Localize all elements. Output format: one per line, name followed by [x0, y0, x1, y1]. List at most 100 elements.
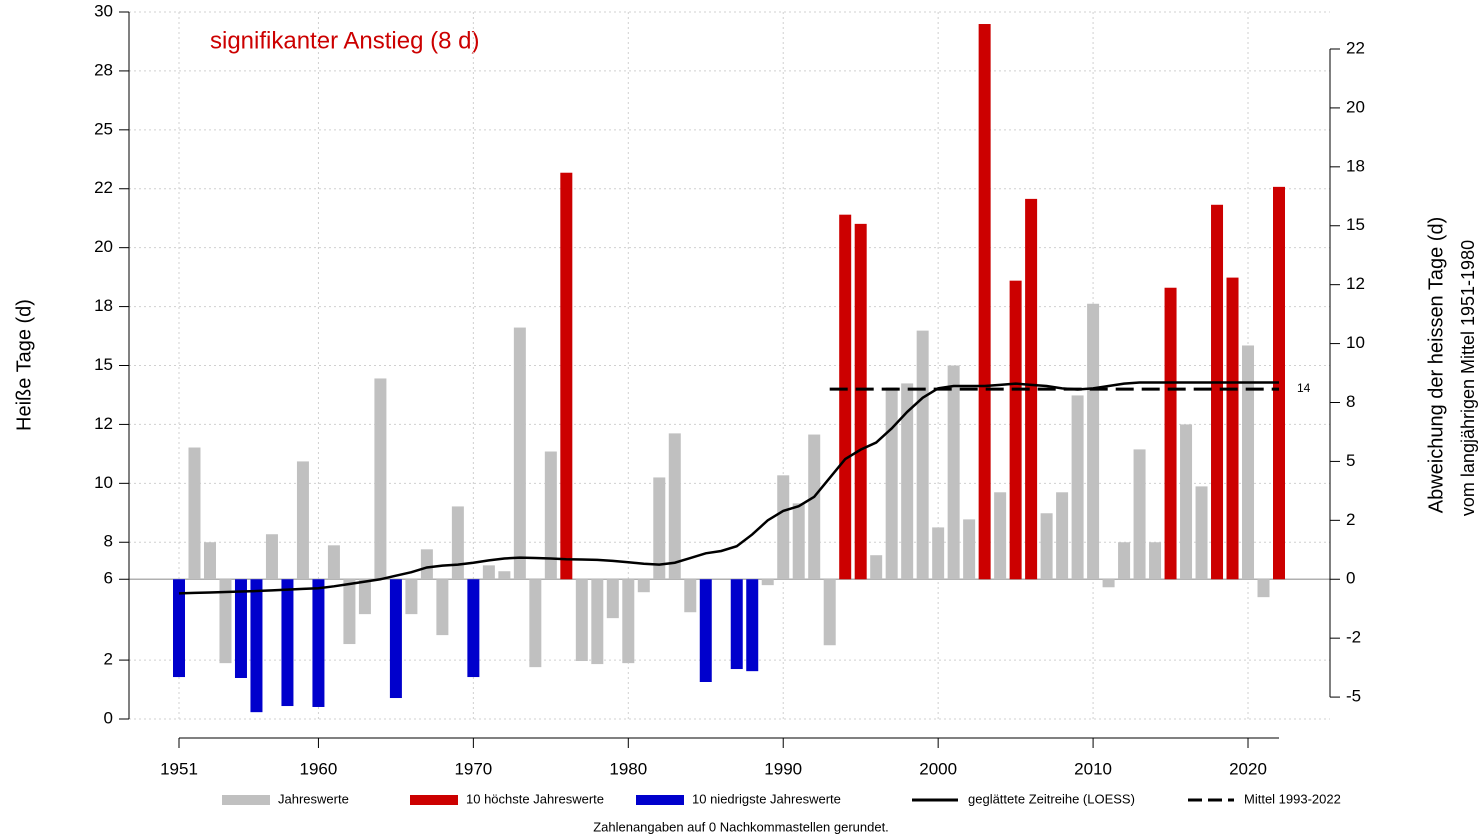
mean-label: 14	[1297, 381, 1311, 395]
bar	[839, 214, 852, 580]
y-tick-label: 25	[94, 119, 113, 138]
y-tick-label: 28	[94, 60, 113, 79]
y2-tick-label: 12	[1346, 274, 1365, 293]
y2-tick-label: 22	[1346, 38, 1365, 57]
bar	[343, 579, 356, 645]
bar	[606, 579, 619, 619]
bar	[792, 503, 805, 580]
bar	[994, 492, 1007, 580]
y-tick-label: 30	[94, 1, 113, 20]
bar	[1087, 303, 1100, 580]
bar	[265, 534, 278, 580]
bar	[203, 542, 216, 580]
legend-swatch	[222, 795, 270, 805]
bar	[1257, 579, 1270, 598]
bar	[668, 433, 681, 580]
bar	[963, 519, 976, 580]
bar	[1040, 513, 1053, 580]
y-tick-label: 12	[94, 414, 113, 433]
y-tick-label: 22	[94, 178, 113, 197]
y-tick-label: 15	[94, 355, 113, 374]
legend-label: geglättete Zeitreihe (LOESS)	[968, 791, 1135, 806]
bar	[529, 579, 542, 668]
bar	[777, 475, 790, 580]
x-tick-label: 1951	[160, 759, 198, 778]
bar	[296, 461, 309, 580]
x-tick-label: 1990	[764, 759, 802, 778]
bar	[854, 223, 867, 580]
bar	[374, 378, 387, 580]
x-tick-label: 1970	[454, 759, 492, 778]
bar	[358, 579, 371, 615]
bar	[513, 327, 526, 580]
bar	[560, 172, 573, 580]
bar	[389, 579, 402, 699]
bar	[234, 579, 247, 678]
y2-tick-label: -2	[1346, 628, 1361, 647]
legend-label: 10 niedrigste Jahreswerte	[692, 791, 841, 806]
bar	[653, 477, 666, 580]
annotation: signifikanter Anstieg (8 d)	[210, 27, 479, 54]
y-tick-label: 18	[94, 296, 113, 315]
y-tick-label: 10	[94, 473, 113, 492]
bar	[467, 579, 480, 678]
bar	[1149, 542, 1162, 580]
legend-label: 10 höchste Jahreswerte	[466, 791, 604, 806]
y2-tick-label: 10	[1346, 333, 1365, 352]
y2-tick-label: 0	[1346, 569, 1355, 588]
bar	[637, 579, 650, 593]
y-axis-label: Heiße Tage (d)	[13, 299, 35, 431]
bar	[1071, 395, 1084, 580]
y2-tick-label: 18	[1346, 156, 1365, 175]
bar	[684, 579, 697, 613]
bar	[591, 579, 604, 665]
legend-swatch	[410, 795, 458, 805]
y-tick-label: 6	[104, 569, 113, 588]
y2-tick-label: 20	[1346, 97, 1365, 116]
trend-line	[178, 381, 1279, 595]
y2-tick-label: 2	[1346, 510, 1355, 529]
y-tick-label: 8	[104, 532, 113, 551]
bar	[436, 579, 449, 636]
bar	[312, 579, 325, 707]
bar	[901, 383, 914, 580]
bar	[482, 565, 495, 580]
x-tick-label: 2020	[1229, 759, 1267, 778]
y-tick-label: 2	[104, 650, 113, 669]
legend-swatch	[636, 795, 684, 805]
bar	[575, 579, 588, 662]
bar	[281, 579, 294, 707]
bar	[219, 579, 232, 664]
y2-axis-label: Abweichung der heissen Tage (d)	[1425, 217, 1447, 513]
x-tick-label: 1980	[609, 759, 647, 778]
x-tick-label: 2010	[1074, 759, 1112, 778]
bar	[622, 579, 635, 664]
y-tick-label: 20	[94, 237, 113, 256]
bar	[932, 527, 945, 580]
bar	[1056, 492, 1069, 580]
bar	[1133, 449, 1146, 580]
bar	[978, 24, 991, 580]
bar	[1102, 579, 1115, 588]
bar	[699, 579, 712, 683]
bar	[1118, 542, 1131, 580]
bar	[420, 549, 433, 580]
bar	[544, 451, 557, 580]
bar	[823, 579, 836, 646]
x-tick-label: 1960	[300, 759, 338, 778]
bar	[746, 579, 759, 672]
bar	[808, 434, 821, 580]
bar	[730, 579, 743, 670]
bar	[327, 545, 340, 580]
bar	[761, 579, 774, 586]
bar	[1009, 280, 1022, 580]
y2-tick-label: 8	[1346, 392, 1355, 411]
y2-tick-label: 15	[1346, 215, 1365, 234]
y2-axis-label: vom langjährigen Mittel 1951-1980	[1458, 240, 1478, 516]
bar	[916, 330, 929, 580]
bar	[1242, 345, 1255, 580]
bar	[1226, 277, 1239, 580]
bar	[498, 571, 511, 580]
bar	[947, 365, 960, 580]
